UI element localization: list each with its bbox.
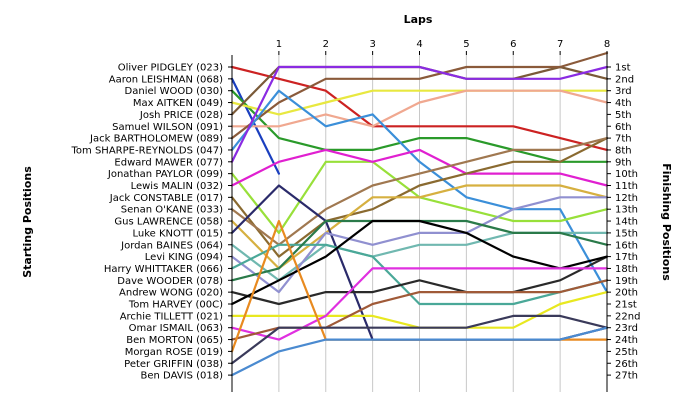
series-line-start-27 (230, 326, 609, 377)
series-line-start-14 (230, 184, 609, 270)
series-line-start-26 (230, 314, 609, 365)
series-line-start-13 (230, 137, 609, 246)
finish-label-11: 11th (615, 181, 638, 192)
start-label-8: Tom SHARPE-REYNOLDS (047) (71, 145, 224, 156)
start-label-3: Daniel WOOD (030) (125, 86, 224, 97)
start-label-9: Edward MAWER (077) (114, 157, 223, 168)
finish-label-16: 16th (615, 240, 638, 251)
axis-layer (228, 51, 611, 392)
finish-label-21: 21st (615, 300, 637, 311)
x-tick-label-3: 3 (369, 39, 375, 50)
start-label-17: Levi KING (094) (145, 252, 223, 263)
x-axis-title: Laps (404, 13, 433, 26)
start-label-13: Senan O'KANE (033) (121, 205, 223, 216)
finish-label-13: 13th (615, 205, 638, 216)
start-label-12: Jack CONSTABLE (017) (109, 193, 223, 204)
finish-label-27: 27th (615, 371, 638, 382)
start-label-6: Samuel WILSON (091) (112, 122, 223, 133)
finish-label-9: 9th (615, 157, 632, 168)
finish-label-10: 10th (615, 169, 638, 180)
series-line-start-3 (230, 89, 609, 163)
finish-label-24: 24th (615, 335, 638, 346)
start-label-21: Tom HARVEY (00C) (128, 300, 223, 311)
finish-label-7: 7th (615, 134, 632, 145)
finish-label-17: 17th (615, 252, 638, 263)
x-tick-label-6: 6 (510, 39, 516, 50)
finish-label-6: 6th (615, 122, 632, 133)
series-line-start-21 (230, 219, 609, 306)
finish-label-25: 25th (615, 347, 638, 358)
finish-label-18: 18th (615, 264, 638, 275)
series-line-start-23 (230, 267, 609, 341)
finish-label-20: 20th (615, 288, 638, 299)
start-label-27: Ben DAVIS (018) (141, 371, 224, 382)
start-label-14: Gus LAWRENCE (058) (114, 217, 223, 228)
series-line-start-7 (230, 51, 609, 140)
x-tick-label-2: 2 (323, 39, 329, 50)
start-label-15: Luke KNOTT (015) (132, 228, 223, 239)
start-label-10: Jonathan PAYLOR (099) (107, 169, 223, 180)
x-tick-label-7: 7 (557, 39, 563, 50)
start-label-1: Oliver PIDGLEY (023) (118, 63, 223, 74)
start-label-19: Dave WOODER (078) (117, 276, 223, 287)
start-label-11: Lewis MALIN (032) (131, 181, 224, 192)
start-label-20: Andrew WONG (020) (119, 288, 223, 299)
start-label-24: Ben MORTON (065) (126, 335, 223, 346)
finish-label-4: 4th (615, 98, 632, 109)
finish-label-19: 19th (615, 276, 638, 287)
label-layer: 1 2 3 4 5 6 7 8 Oliver PIDGLEY (023) 1st Aaron LEI… (71, 39, 641, 382)
start-label-23: Omar ISMAIL (063) (129, 323, 223, 334)
start-label-4: Max AITKEN (049) (133, 98, 223, 109)
x-tick-label-8: 8 (604, 39, 610, 50)
finish-label-12: 12th (615, 193, 638, 204)
x-tick-label-5: 5 (463, 39, 469, 50)
x-tick-label-4: 4 (416, 39, 422, 50)
finish-label-15: 15th (615, 228, 638, 239)
finish-label-1: 1st (615, 63, 631, 74)
start-label-5: Josh PRICE (028) (139, 110, 223, 121)
finish-label-3: 3rd (615, 86, 632, 97)
finish-label-23: 23rd (615, 323, 638, 334)
finish-label-5: 5th (615, 110, 632, 121)
finish-label-2: 2nd (615, 74, 634, 85)
x-tick-label-1: 1 (276, 39, 282, 50)
y-axis-right-title: Finishing Positions (660, 163, 673, 281)
grid-layer (278, 55, 608, 392)
series-line-start-6 (230, 89, 609, 128)
series-line-start-1 (230, 65, 609, 151)
finish-label-8: 8th (615, 145, 632, 156)
start-label-7: Jack BARTHOLOMEW (089) (89, 134, 223, 145)
series-line-start-8 (230, 89, 609, 294)
start-label-26: Peter GRIFFIN (038) (124, 359, 223, 370)
start-label-22: Archie TILLETT (021) (120, 311, 223, 322)
finish-label-22: 22nd (615, 311, 640, 322)
start-label-16: Jordan BAINES (064) (120, 240, 223, 251)
start-label-18: Harry WHITTAKER (066) (104, 264, 223, 275)
finish-label-14: 14th (615, 217, 638, 228)
series-line-start-9 (230, 65, 609, 163)
y-axis-left-title: Starting Positions (21, 166, 34, 278)
series-line-start-20 (230, 255, 609, 306)
start-label-25: Morgan ROSE (019) (125, 347, 223, 358)
series-layer (230, 51, 609, 377)
series-line-start-11 (230, 148, 609, 187)
start-label-2: Aaron LEISHMAN (068) (109, 74, 223, 85)
finish-label-26: 26th (615, 359, 638, 370)
series-line-start-18 (230, 243, 609, 306)
